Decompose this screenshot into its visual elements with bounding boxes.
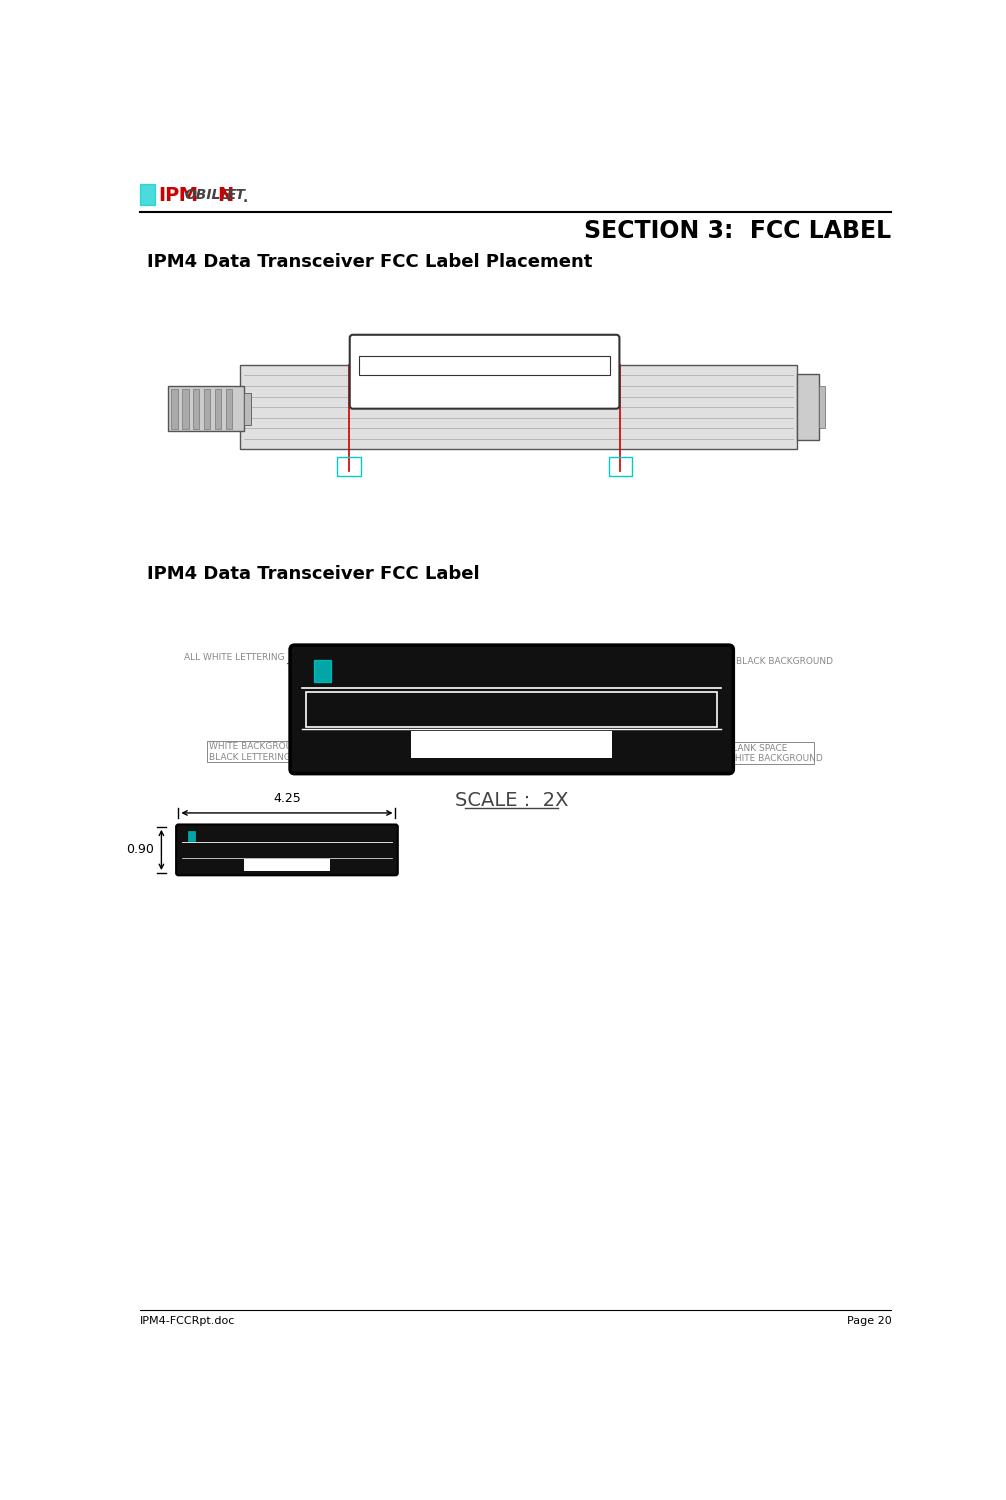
Bar bbox=[244, 393, 250, 424]
Bar bbox=[225, 388, 232, 429]
Text: ET.: ET. bbox=[417, 344, 429, 350]
Text: M: M bbox=[205, 831, 218, 842]
Text: BLACK BACKGROUND: BLACK BACKGROUND bbox=[736, 657, 833, 666]
Bar bbox=[204, 388, 210, 429]
Text: WHITE BACKGROUND
BLACK LETTERING: WHITE BACKGROUND BLACK LETTERING bbox=[208, 742, 306, 762]
Bar bbox=[182, 388, 188, 429]
FancyBboxPatch shape bbox=[350, 334, 620, 408]
Bar bbox=[314, 660, 331, 682]
Text: IPM4 Data Transceiver FCC Label Placement: IPM4 Data Transceiver FCC Label Placemen… bbox=[148, 254, 593, 272]
Text: IPM4 Data Transceiver FCC Label: IPM4 Data Transceiver FCC Label bbox=[148, 566, 480, 584]
Text: 400-512MHz DIVERSITY MOBILE DATA RADIO: 400-512MHz DIVERSITY MOBILE DATA RADIO bbox=[469, 664, 717, 675]
Text: 6,243,393    Made in U.S.A.: 6,243,393 Made in U.S.A. bbox=[334, 865, 389, 870]
Bar bbox=[244, 859, 330, 871]
Bar bbox=[207, 741, 299, 762]
Text: OBILE: OBILE bbox=[213, 833, 236, 839]
Text: OBILE: OBILE bbox=[185, 188, 230, 201]
Text: IP: IP bbox=[158, 186, 179, 206]
Bar bbox=[306, 692, 717, 726]
Text: SCALE :  2X: SCALE : 2X bbox=[455, 790, 568, 810]
Bar bbox=[819, 387, 825, 427]
Text: N: N bbox=[427, 660, 448, 684]
Text: M: M bbox=[172, 186, 198, 206]
Text: BLANK SPACE
WHITE BACKGROUND: BLANK SPACE WHITE BACKGROUND bbox=[726, 744, 823, 764]
Bar bbox=[188, 831, 195, 840]
Text: U.S. PATENT Nos. 5,640,695, 6,018,647,: U.S. PATENT Nos. 5,640,695, 6,018,647, bbox=[497, 380, 607, 384]
Text: Model: IPM4: Model: IPM4 bbox=[362, 387, 400, 392]
Text: OBILE: OBILE bbox=[376, 663, 436, 681]
Text: .: . bbox=[242, 190, 248, 206]
Text: Serial No.: Serial No. bbox=[309, 734, 365, 746]
Text: Model: IPM4: Model: IPM4 bbox=[309, 744, 380, 756]
Text: IPM4-FCCRpt.doc: IPM4-FCCRpt.doc bbox=[140, 1316, 235, 1326]
Text: 4.25: 4.25 bbox=[273, 792, 301, 806]
Bar bbox=[168, 387, 244, 430]
Bar bbox=[215, 388, 221, 429]
Text: 400 – 512 MHz DIVERSITY MOBILE DATA: 400 – 512 MHz DIVERSITY MOBILE DATA bbox=[434, 345, 572, 351]
Bar bbox=[171, 388, 178, 429]
Text: ≡IP: ≡IP bbox=[362, 344, 382, 352]
Text: N: N bbox=[217, 186, 233, 206]
Text: N: N bbox=[410, 344, 418, 352]
Bar bbox=[725, 742, 814, 764]
Text: U.S. PATENT Nos. 5,640,695, 6,018,647,: U.S. PATENT Nos. 5,640,695, 6,018,647, bbox=[493, 734, 714, 742]
Text: N: N bbox=[234, 831, 242, 842]
Bar bbox=[410, 730, 613, 758]
Bar bbox=[609, 458, 632, 476]
Text: IP: IP bbox=[196, 831, 207, 842]
Bar bbox=[337, 458, 360, 476]
FancyBboxPatch shape bbox=[176, 825, 397, 876]
Bar bbox=[359, 357, 610, 375]
Text: FCC ID · MI7-IPM4547: FCC ID · MI7-IPM4547 bbox=[206, 843, 367, 856]
Text: 400-512MHz DIVERSITY MOBILE DATA RADIO: 400-512MHz DIVERSITY MOBILE DATA RADIO bbox=[253, 833, 362, 839]
Text: M: M bbox=[357, 660, 390, 684]
Bar bbox=[193, 388, 199, 429]
Text: Serial No.: Serial No. bbox=[185, 859, 208, 865]
Text: Serial No.: Serial No. bbox=[362, 380, 392, 384]
Text: Model: IPM4: Model: IPM4 bbox=[185, 865, 214, 871]
Text: IP: IP bbox=[334, 660, 362, 684]
Text: ET: ET bbox=[226, 188, 245, 201]
Bar bbox=[240, 364, 797, 450]
Text: OBILE: OBILE bbox=[388, 344, 411, 350]
FancyBboxPatch shape bbox=[290, 645, 733, 774]
Bar bbox=[140, 184, 155, 206]
Text: SECTION 3:  FCC LABEL: SECTION 3: FCC LABEL bbox=[584, 219, 891, 243]
Text: Page 20: Page 20 bbox=[847, 1316, 891, 1326]
Bar bbox=[797, 374, 819, 441]
Text: ALL WHITE LETTERING: ALL WHITE LETTERING bbox=[184, 652, 285, 662]
Text: ET: ET bbox=[240, 833, 249, 839]
Text: 6,243,393    Made in U.S.A.: 6,243,393 Made in U.S.A. bbox=[563, 744, 714, 753]
Text: 6,243,393   Mode in U.S.A.: 6,243,393 Mode in U.S.A. bbox=[534, 387, 607, 392]
Text: U.S. PATENT Nos. 5,640,695, 6,018,647,: U.S. PATENT Nos. 5,640,695, 6,018,647, bbox=[308, 859, 389, 864]
Text: FCC ID :  M17-IPM4547: FCC ID : M17-IPM4547 bbox=[387, 358, 582, 374]
Text: ET: ET bbox=[442, 663, 466, 681]
Text: M: M bbox=[382, 344, 391, 352]
Text: 0.90: 0.90 bbox=[126, 843, 154, 856]
Text: FCC ID · MI7-IPM4547: FCC ID · MI7-IPM4547 bbox=[327, 694, 697, 724]
